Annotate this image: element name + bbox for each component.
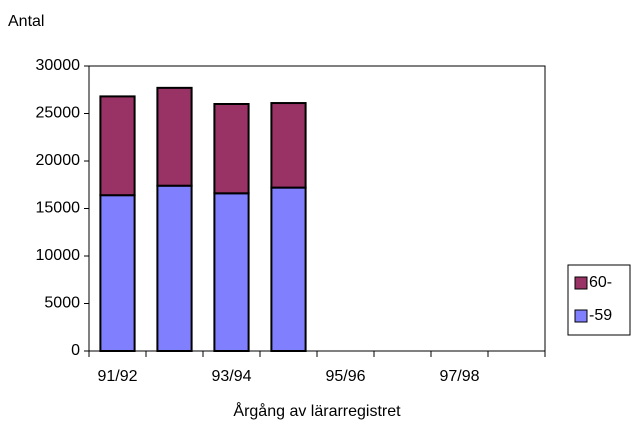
legend-swatch bbox=[574, 309, 588, 323]
y-tick-label: 0 bbox=[71, 342, 80, 359]
bar-segment bbox=[270, 186, 307, 352]
x-axis-title: Årgång av lärarregistret bbox=[233, 401, 401, 420]
bar-segment bbox=[99, 194, 136, 352]
x-tick-label: 95/96 bbox=[325, 368, 365, 385]
x-tick-label: 93/94 bbox=[211, 368, 251, 385]
legend-label: -59 bbox=[589, 307, 612, 324]
legend-swatch bbox=[574, 276, 588, 290]
y-tick-label: 10000 bbox=[36, 247, 81, 264]
y-axis-title: Antal bbox=[8, 13, 44, 30]
x-tick-label: 97/98 bbox=[439, 368, 479, 385]
bar-segment bbox=[213, 103, 250, 195]
y-tick-label: 30000 bbox=[36, 57, 81, 74]
y-tick-label: 5000 bbox=[44, 295, 80, 312]
y-tick-label: 15000 bbox=[36, 200, 81, 217]
x-tick-label: 91/92 bbox=[97, 368, 137, 385]
bar-segment bbox=[270, 102, 307, 189]
y-tick-label: 20000 bbox=[36, 152, 81, 169]
legend-label: 60- bbox=[589, 274, 612, 291]
bar-segment bbox=[156, 184, 193, 352]
bar-segment bbox=[99, 95, 136, 197]
bar-segment bbox=[156, 86, 193, 187]
y-tick-label: 25000 bbox=[36, 105, 81, 122]
bar-segment bbox=[213, 192, 250, 352]
